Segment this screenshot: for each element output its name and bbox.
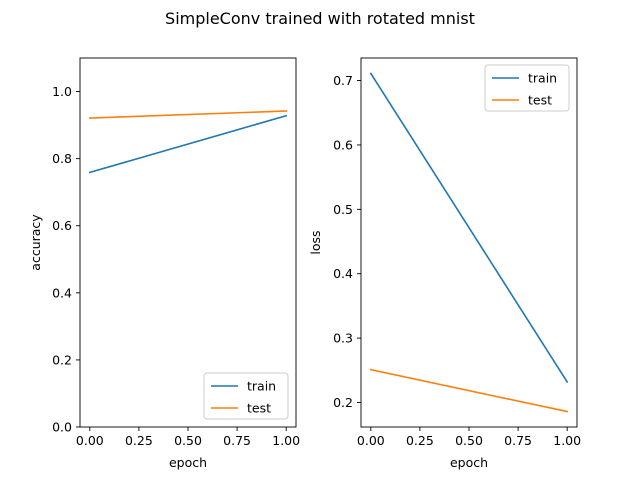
legend-label-test: test bbox=[528, 93, 552, 108]
charts-container: 0.00 0.25 0.50 0.75 1.00 0.0 0.2 0.4 0.6 0.8 1.0 ep… bbox=[28, 57, 581, 470]
y-tick-label: 0.2 bbox=[52, 352, 72, 367]
x-tick-label: 0.00 bbox=[357, 433, 385, 448]
y-tick-label: 0.2 bbox=[333, 395, 353, 410]
series-line-train bbox=[88, 114, 288, 174]
y-tick-label: 1.0 bbox=[52, 84, 72, 99]
y-tick-label: 0.7 bbox=[333, 73, 353, 88]
figure-title: SimpleConv trained with rotated mnist bbox=[165, 9, 475, 28]
y-tick-label: 0.0 bbox=[52, 420, 72, 435]
y-tick-label: 0.6 bbox=[333, 137, 353, 152]
x-tick-label: 1.00 bbox=[272, 433, 300, 448]
x-tick-label: 1.00 bbox=[553, 433, 581, 448]
x-tick-label: 0.50 bbox=[455, 433, 483, 448]
x-tick-label: 0.25 bbox=[406, 433, 434, 448]
x-tick-label: 0.25 bbox=[125, 433, 153, 448]
x-tick-label: 0.75 bbox=[223, 433, 251, 448]
legend-label-train: train bbox=[247, 379, 276, 394]
y-tick-label: 0.5 bbox=[333, 202, 353, 217]
y-tick-label: 0.4 bbox=[52, 285, 72, 300]
series-line-test bbox=[369, 368, 569, 413]
y-tick-label: 0.8 bbox=[52, 151, 72, 166]
x-tick-label: 0.00 bbox=[76, 433, 104, 448]
y-axis-label: loss bbox=[308, 230, 323, 254]
x-axis-label: epoch bbox=[169, 455, 207, 470]
chart-1: 0.00 0.25 0.50 0.75 1.00 0.0 0.2 0.4 0.6 0.8 1.0 ep… bbox=[28, 57, 300, 470]
y-tick-label: 0.4 bbox=[333, 266, 353, 281]
chart-2: 0.00 0.25 0.50 0.75 1.00 0.2 0.3 0.4 0.5 0.6 0.7 ep… bbox=[308, 57, 581, 470]
legend: train test bbox=[203, 372, 289, 420]
y-tick-label: 0.3 bbox=[333, 331, 353, 346]
y-tick-label: 0.6 bbox=[52, 218, 72, 233]
x-axis-label: epoch bbox=[450, 455, 488, 470]
y-axis-label: accuracy bbox=[28, 214, 43, 271]
series-line-test bbox=[88, 110, 288, 119]
x-tick-label: 0.50 bbox=[174, 433, 202, 448]
series-line-train bbox=[369, 72, 569, 384]
legend: train test bbox=[484, 64, 570, 112]
legend-label-train: train bbox=[528, 71, 557, 86]
x-tick-label: 0.75 bbox=[504, 433, 532, 448]
legend-label-test: test bbox=[247, 401, 271, 416]
